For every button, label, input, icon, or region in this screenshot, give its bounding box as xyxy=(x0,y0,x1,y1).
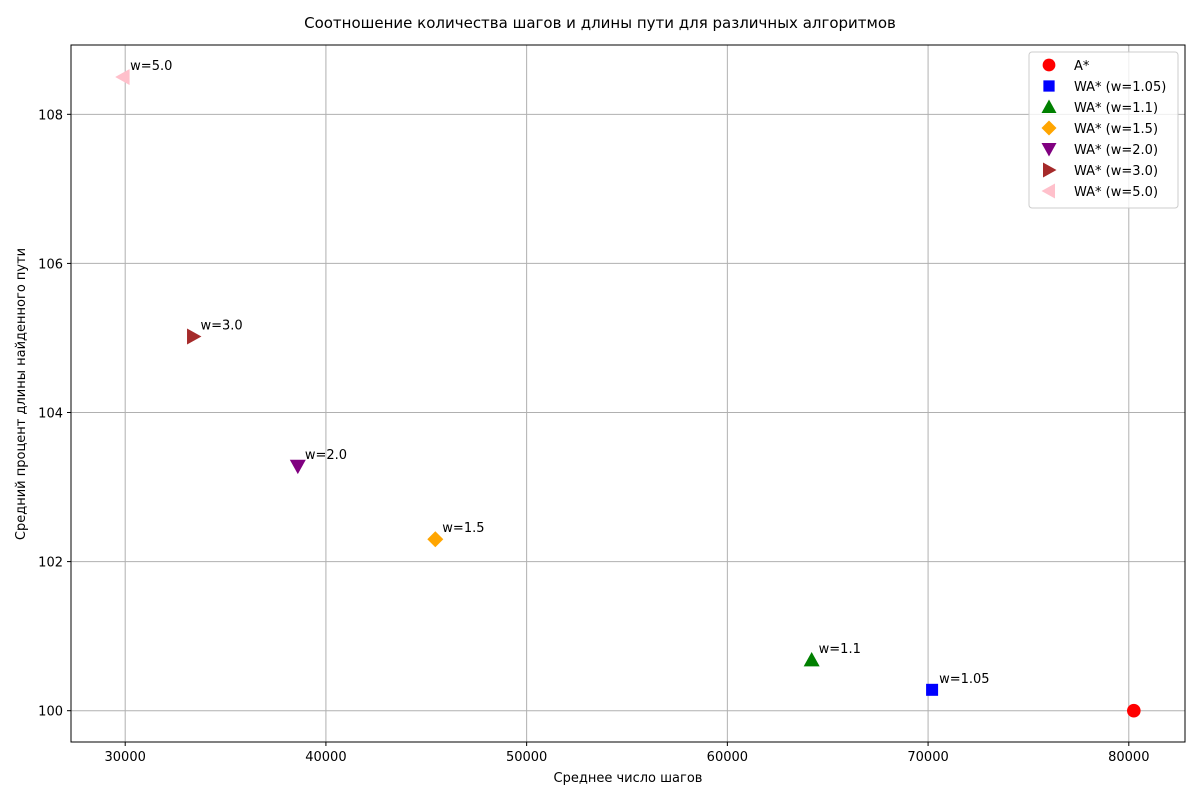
legend-entry-label: A* xyxy=(1074,59,1090,74)
point-annotation: w=1.1 xyxy=(819,642,861,657)
legend-marker xyxy=(1041,120,1057,136)
y-tick-label: 108 xyxy=(38,108,63,123)
x-tick-label: 80000 xyxy=(1108,750,1149,765)
y-tick-label: 102 xyxy=(38,556,63,571)
point-annotations: w=1.05 w=1.1 w=1.5 w=2.0 w=3.0 w=5.0 xyxy=(130,59,989,687)
x-tick-label: 60000 xyxy=(707,750,748,765)
data-point xyxy=(926,683,939,696)
y-tick-label: 104 xyxy=(38,407,63,422)
legend-entry-label: WA* (w=1.5) xyxy=(1074,122,1158,137)
x-tick-label: 50000 xyxy=(506,750,547,765)
y-tick-label: 100 xyxy=(38,705,63,720)
plot-area-frame xyxy=(70,44,1186,743)
legend-marker xyxy=(1041,143,1057,157)
x-tick-label: 30000 xyxy=(105,750,146,765)
y-axis: 100 102 104 106 108 xyxy=(38,108,71,720)
point-annotation: w=1.05 xyxy=(939,672,989,687)
data-point xyxy=(427,531,444,548)
legend-marker xyxy=(1041,183,1055,199)
legend-marker xyxy=(1043,80,1055,92)
x-tick-label: 70000 xyxy=(907,750,948,765)
data-point xyxy=(289,459,306,475)
point-annotation: w=3.0 xyxy=(200,318,242,333)
legend-frame xyxy=(1028,51,1179,209)
legend-marker xyxy=(1042,58,1056,72)
legend-entry-label: WA* (w=2.0) xyxy=(1074,143,1158,158)
data-point xyxy=(115,69,130,86)
data-points xyxy=(115,69,1141,718)
y-tick-label: 106 xyxy=(38,257,63,272)
legend-entry-label: WA* (w=1.1) xyxy=(1074,101,1158,116)
legend-marker xyxy=(1041,99,1057,113)
chart-title: Соотношение количества шагов и длины пут… xyxy=(304,14,896,32)
data-point xyxy=(803,652,820,667)
legend-entry-label: WA* (w=5.0) xyxy=(1074,185,1158,200)
point-annotation: w=5.0 xyxy=(130,59,172,74)
x-tick-label: 40000 xyxy=(305,750,346,765)
legend: A* WA* (w=1.05) WA* (w=1.1) WA* (w=1.5) WA* … xyxy=(1028,51,1179,209)
x-axis-label: Среднее число шагов xyxy=(554,771,703,786)
data-point xyxy=(187,328,202,345)
legend-entry-label: WA* (w=1.05) xyxy=(1074,80,1166,95)
x-axis: 30000 40000 50000 60000 70000 80000 xyxy=(105,742,1149,765)
point-annotation: w=2.0 xyxy=(305,448,347,463)
legend-marker xyxy=(1043,162,1057,178)
point-annotation: w=1.5 xyxy=(442,521,484,536)
y-axis-label: Средний процент длины найденного пути xyxy=(14,248,29,540)
legend-entry-label: WA* (w=3.0) xyxy=(1074,164,1158,179)
data-point xyxy=(1127,703,1141,718)
